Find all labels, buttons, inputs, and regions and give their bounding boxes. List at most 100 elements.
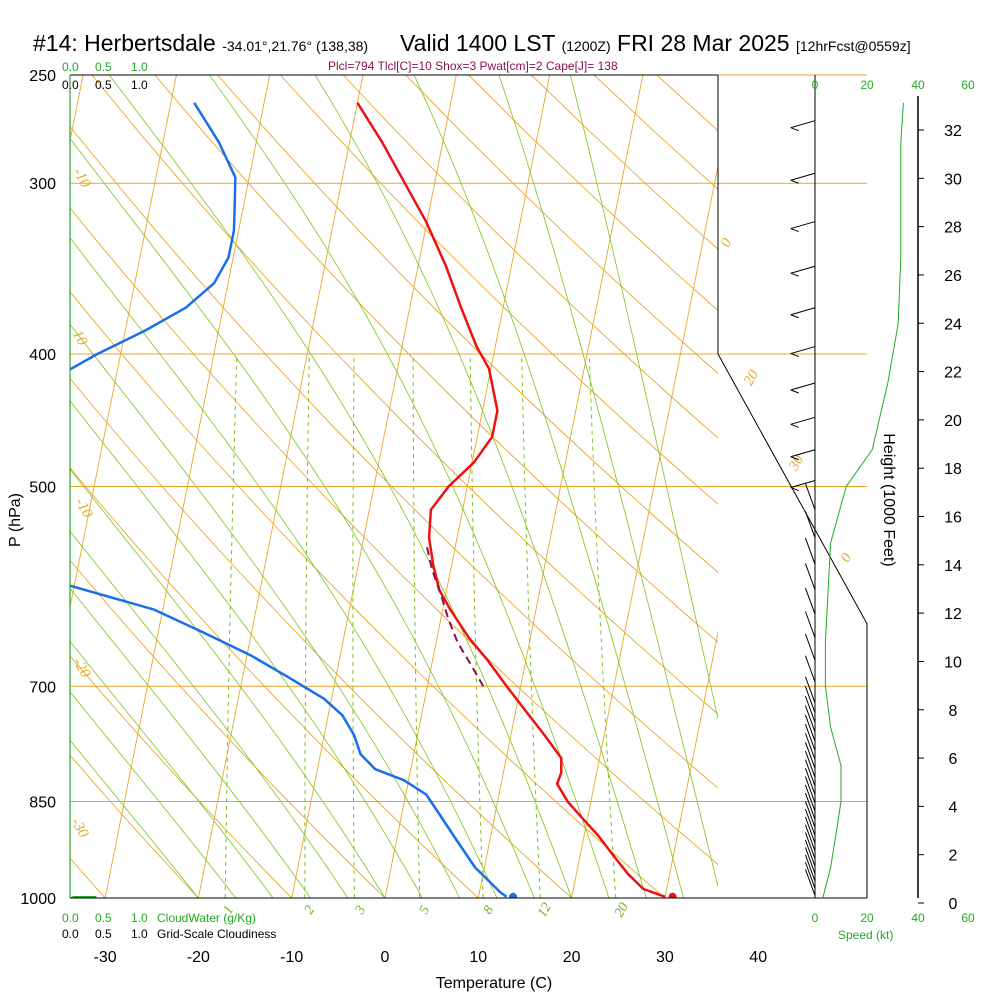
wind-barb — [790, 346, 816, 355]
cloudiness-top-tick: 0.5 — [95, 78, 112, 92]
stability-params: Plcl=794 Tlcl[C]=10 Shox=3 Pwat[cm]=2 Ca… — [328, 59, 618, 73]
wind-barb — [804, 776, 816, 804]
height-tick-label: 22 — [944, 365, 962, 382]
wind-barb — [790, 480, 816, 489]
wind-barb-flag — [790, 423, 799, 428]
cloudwater-top-tick: 0.5 — [95, 60, 112, 74]
pressure-tick-label: 1000 — [20, 891, 56, 908]
moist-adiabat-line — [70, 739, 199, 898]
wind-barb-flag — [790, 456, 799, 461]
isotherm-line — [945, 75, 1000, 898]
wind-barb — [804, 784, 816, 812]
height-axis-title: Height (1000 Feet) — [880, 433, 897, 566]
pressure-tick-label: 850 — [29, 795, 56, 812]
speed-bottom-tick: 20 — [860, 911, 874, 925]
pressure-tick-label: 250 — [29, 68, 56, 85]
pressure-tick-label: 700 — [29, 679, 56, 696]
moist-adiabat-line — [569, 75, 718, 721]
temperature-trace — [356, 102, 666, 898]
cloudiness-label: Grid-Scale Cloudiness — [157, 927, 276, 941]
moist-adiabat-line — [70, 691, 237, 898]
pressure-tick-label: 400 — [29, 347, 56, 364]
height-tick-label: 6 — [949, 751, 958, 768]
frame-diagonal — [717, 353, 868, 898]
isotherm-label: 10 — [69, 328, 91, 349]
height-tick-label: 12 — [944, 606, 962, 623]
dry-adiabat-line — [342, 75, 718, 439]
isotherm-label: -10 — [72, 495, 96, 521]
wind-barb-flag — [790, 487, 799, 492]
isotherm-line — [664, 630, 718, 898]
cloudiness-top-tick: 1.0 — [131, 78, 148, 92]
wind-barb — [804, 695, 816, 723]
wind-barb — [804, 824, 816, 852]
wind-barb — [804, 792, 816, 820]
plot-frame — [69, 74, 868, 899]
height-tick-label: 28 — [944, 220, 962, 237]
forecast-tag: [12hrFcst@0559z] — [796, 38, 911, 54]
mixing-ratio-line — [588, 353, 617, 898]
speed-bottom-tick: 0 — [812, 911, 819, 925]
wind-barb — [804, 511, 816, 538]
mixing-ratio-line — [224, 353, 238, 898]
wind-barb-flag — [790, 389, 799, 394]
cloudwater-top-tick: 1.0 — [131, 60, 148, 74]
wind-barb — [804, 839, 816, 867]
cloudwater-top-tick: 0.0 — [62, 60, 79, 74]
cloudiness-bottom-tick: 0.0 — [62, 927, 79, 941]
isotherm-label: -10 — [70, 165, 94, 191]
dry-adiabat-line — [405, 75, 718, 374]
surface-temperature-dot — [668, 892, 677, 898]
temperature-tick-label: 0 — [381, 949, 390, 966]
wind-barb — [804, 832, 816, 859]
cloudwater-trace — [70, 896, 97, 898]
mixing-ratio-label: 12 — [535, 900, 555, 920]
wind-barb — [790, 120, 816, 129]
wind-barb — [804, 733, 816, 760]
dry-adiabat-line — [70, 467, 479, 898]
mixing-ratio-label: 20 — [612, 900, 632, 920]
height-tick-label: 16 — [944, 510, 962, 527]
moist-adiabat-line — [314, 75, 647, 898]
wind-barb — [804, 768, 816, 795]
isotherm-line — [852, 75, 1000, 898]
mixing-ratio-line — [521, 353, 541, 898]
temperature-tick-label: -10 — [280, 949, 303, 966]
isotherm-label: 0 — [838, 550, 856, 565]
dry-adiabat-line — [70, 655, 293, 898]
wind-barb — [790, 307, 816, 316]
cloudwater-bottom-tick: 0.0 — [62, 911, 79, 925]
surface-dewpoint-dot — [509, 892, 518, 898]
wind-barb-flag — [790, 314, 799, 319]
temperature-tick-label: -30 — [94, 949, 117, 966]
wind-barb — [804, 854, 816, 882]
dry-adiabat-line — [70, 754, 199, 898]
cloudiness-top-tick: 0.0 — [62, 78, 79, 92]
dry-adiabat-line — [154, 75, 718, 643]
wind-barb — [804, 714, 816, 742]
dry-adiabat-line — [70, 291, 666, 898]
dry-adiabat-line — [70, 125, 718, 789]
station-coords: -34.01°,21.76° (138,38) — [222, 38, 369, 54]
moist-adiabat-line — [413, 75, 684, 898]
moist-adiabat-line — [70, 587, 311, 898]
isotherm-label: 30 — [785, 452, 807, 474]
temperature-tick-label: 30 — [656, 949, 674, 966]
isobar-lines — [70, 74, 867, 899]
mixing-ratio-label: 3 — [352, 903, 369, 917]
temperature-tick-label: -20 — [187, 949, 210, 966]
wind-barb — [804, 611, 816, 638]
moist-adiabat-line — [70, 237, 498, 898]
speed-label: Speed (kt) — [838, 928, 893, 942]
wind-barb — [804, 705, 816, 733]
mixing-ratio-line — [352, 353, 355, 898]
station-name: #14: Herbertsdale — [33, 30, 216, 56]
speed-top-tick: 40 — [911, 78, 925, 92]
pressure-tick-label: 500 — [29, 480, 56, 497]
dry-adiabat-line — [70, 207, 718, 865]
wind-barb — [790, 449, 816, 458]
x-axis-title: Temperature (C) — [436, 975, 552, 992]
speed-top-tick: 20 — [860, 78, 874, 92]
speed-bottom-tick: 60 — [961, 911, 975, 925]
